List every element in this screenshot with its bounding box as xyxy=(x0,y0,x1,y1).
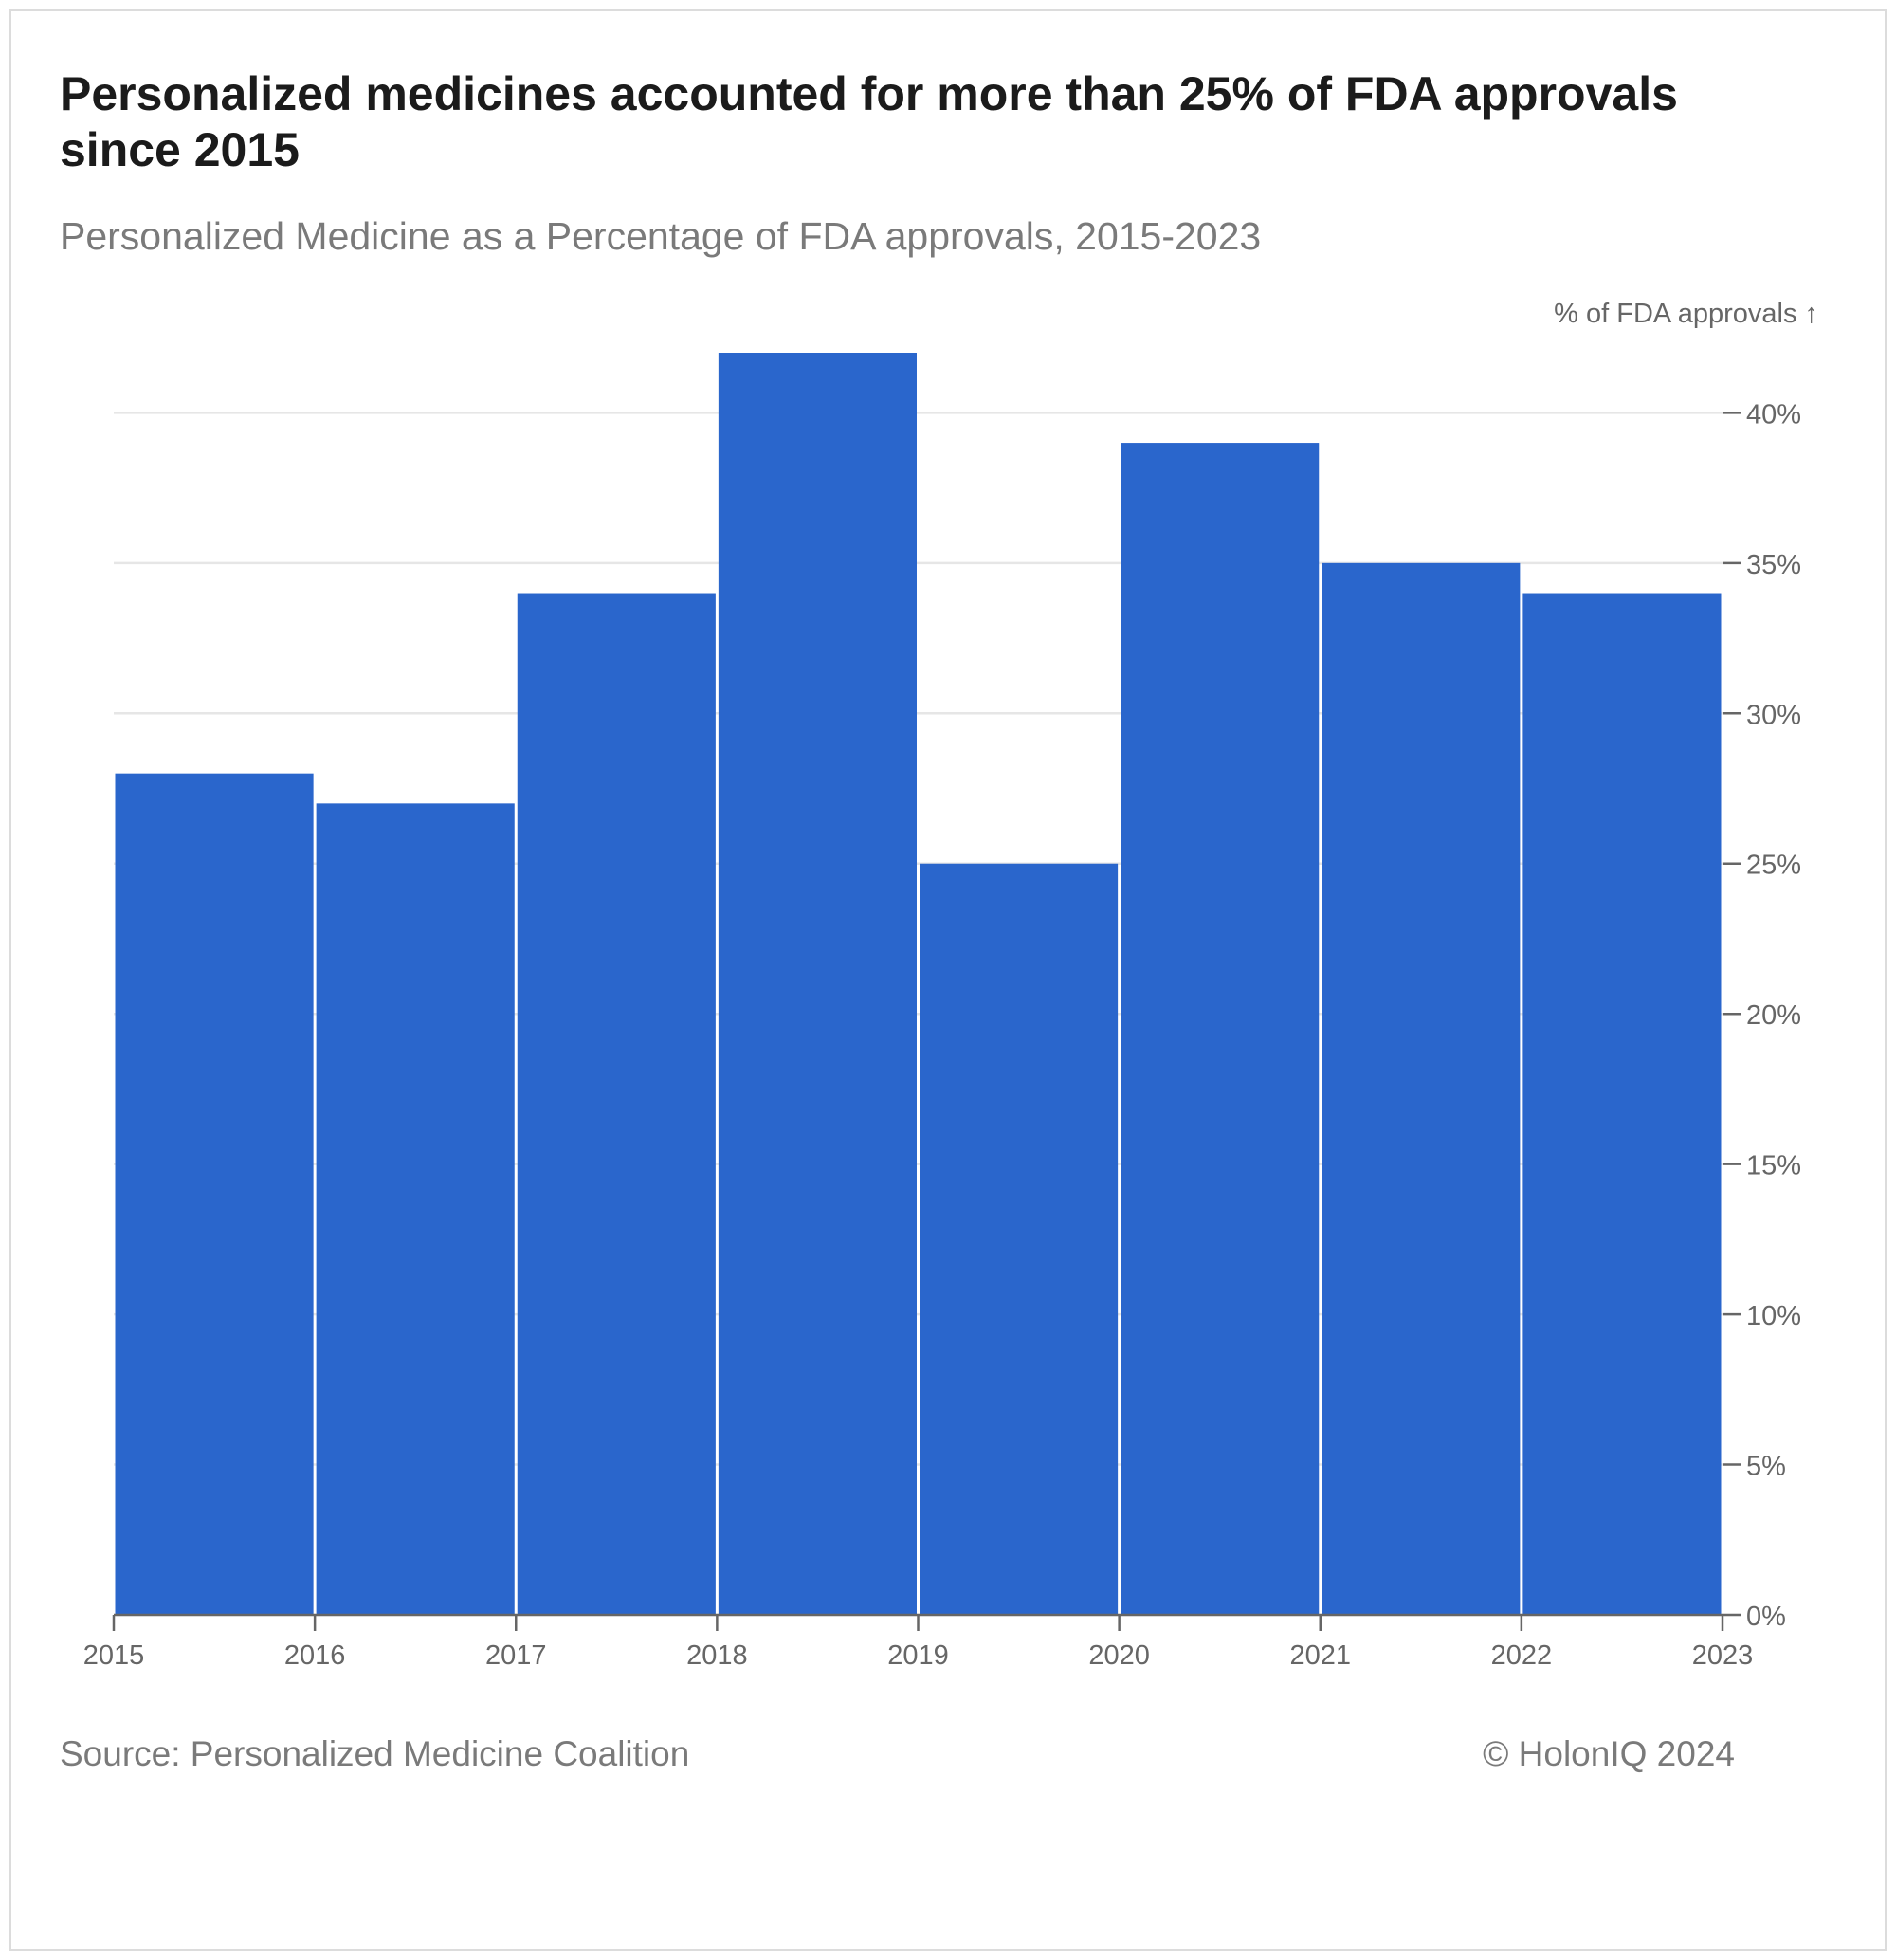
y-axis-title: % of FDA approvals ↑ xyxy=(1554,299,1818,329)
source-note: Source: Personalized Medicine Coalition xyxy=(60,1734,690,1773)
x-tick-label-2015: 2015 xyxy=(83,1640,145,1671)
bar-2018 xyxy=(718,353,917,1615)
y-tick-label-0: 0% xyxy=(1746,1602,1786,1632)
bar-2022 xyxy=(1522,593,1722,1615)
bar-2019 xyxy=(920,863,1119,1615)
x-tick-label-2022: 2022 xyxy=(1491,1640,1553,1671)
x-tick-label-2023: 2023 xyxy=(1692,1640,1754,1671)
x-tick-label-2016: 2016 xyxy=(284,1640,346,1671)
bar-2015 xyxy=(115,773,314,1615)
y-tick-label-25: 25% xyxy=(1746,851,1801,881)
y-tick-label-15: 15% xyxy=(1746,1151,1801,1181)
bar-2016 xyxy=(316,803,515,1615)
x-tick-label-2020: 2020 xyxy=(1088,1640,1150,1671)
y-tick-label-20: 20% xyxy=(1746,1000,1801,1031)
y-tick-label-10: 10% xyxy=(1746,1301,1801,1331)
bars xyxy=(115,353,1722,1616)
x-tick-label-2018: 2018 xyxy=(686,1640,748,1671)
copyright-note: © HolonIQ 2024 xyxy=(1483,1734,1735,1773)
y-tick-label-40: 40% xyxy=(1746,399,1801,430)
x-tick-label-2021: 2021 xyxy=(1289,1640,1351,1671)
x-tick-label-2017: 2017 xyxy=(485,1640,547,1671)
y-tick-label-35: 35% xyxy=(1746,550,1801,580)
chart-title: Personalized medicines accounted for mor… xyxy=(60,67,1678,176)
bar-2017 xyxy=(517,593,716,1615)
y-tick-label-5: 5% xyxy=(1746,1452,1786,1482)
axes: 0% 5% 10% 15% 20% 25% 30% 35% 40% 2015 2016 2017 201… xyxy=(83,399,1801,1671)
x-tick-label-2019: 2019 xyxy=(887,1640,949,1671)
chart-subtitle: Personalized Medicine as a Percentage of… xyxy=(60,214,1262,258)
bar-2021 xyxy=(1322,562,1521,1616)
bar-2020 xyxy=(1121,443,1320,1616)
y-tick-label-30: 30% xyxy=(1746,700,1801,730)
